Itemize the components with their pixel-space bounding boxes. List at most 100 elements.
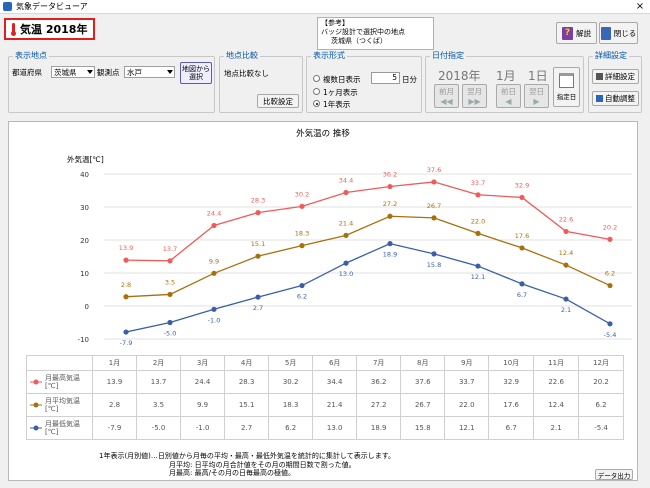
- footnote-line: 月平均: 日平均の月合計値をその月の期間日数で割った値。: [169, 460, 356, 469]
- calendar-icon: [559, 73, 574, 88]
- station-value: 水戸: [127, 68, 142, 77]
- data-label: 15.1: [251, 240, 265, 248]
- month-header: 4月: [224, 355, 270, 371]
- fast-forward-icon: ▶▶: [468, 97, 481, 106]
- location-group: 表示地点 都道府県 茨城県 観測点 水戸 地図から選択: [8, 51, 215, 113]
- month-header: 1月: [91, 355, 138, 371]
- date-month: 1月: [496, 69, 516, 83]
- table-cell: 6.2: [578, 393, 624, 417]
- data-point: [563, 262, 569, 268]
- y-tick-label: -10: [78, 336, 89, 344]
- chart-panel: 外気温の 推移 外気温[℃] 40 30 20 10 0 -10 13.9 13.7 24.4 2…: [8, 121, 638, 481]
- export-data-button[interactable]: データ出力: [595, 469, 633, 480]
- table-cell: 2.8: [91, 393, 138, 417]
- data-point: [167, 319, 173, 326]
- data-label: 2.1: [561, 306, 571, 314]
- data-label: 20.2: [603, 223, 617, 231]
- data-point: [343, 189, 349, 196]
- chevron-down-icon: [167, 70, 173, 74]
- table-header-row: 1月 2月 3月 4月 5月 6月 7月 8月 9月 10月 11月 12月: [26, 355, 624, 371]
- prev-month-button[interactable]: 前月 ◀◀: [434, 84, 459, 108]
- days-unit: 日分: [402, 75, 417, 84]
- data-point: [123, 329, 129, 335]
- compare-legend: 地点比較: [224, 51, 260, 61]
- table-row: 月最低気温[℃] -7.9 -5.0 -1.0 2.7 6.2 13.0 18.9 15.8 1…: [26, 416, 624, 440]
- table-row: 月最高気温[℃] 13.9 13.7 24.4 28.3 30.2 34.4 36.2 37.…: [26, 370, 624, 394]
- table-cell: 2.7: [224, 416, 270, 440]
- radio-one-month[interactable]: [313, 88, 320, 95]
- month-header: 7月: [356, 355, 402, 371]
- legend-min: 月最低気温[℃]: [45, 420, 80, 436]
- next-day-button[interactable]: 翌日 ▶: [524, 84, 549, 108]
- series-line: [125, 215, 611, 298]
- location-legend: 表示地点: [13, 51, 49, 61]
- station-select[interactable]: 水戸: [124, 66, 175, 78]
- prefecture-label: 都道府県: [12, 68, 42, 77]
- data-point: [211, 270, 217, 276]
- footnotes: 1年表示(月別値)…日別値から月毎の平均・最高・最低外気温を統計的に集計して表示…: [99, 452, 395, 478]
- data-point: [607, 321, 613, 327]
- data-point: [387, 183, 393, 190]
- detail-settings-button[interactable]: 詳細設定: [592, 69, 639, 84]
- radio-multi-day[interactable]: [313, 75, 320, 82]
- data-label: 22.6: [559, 215, 573, 223]
- prev-day-button[interactable]: 前日 ◀: [496, 84, 521, 108]
- temperature-line-chart: 40 30 20 10 0 -10 13.9 13.7 24.4 28.3 30.2 34.4 36.2…: [78, 166, 632, 347]
- data-point: [519, 194, 525, 201]
- month-header: 10月: [488, 355, 535, 371]
- table-cell: 13.9: [91, 370, 138, 394]
- row-label-max: 月最高気温[℃]: [26, 370, 93, 394]
- data-label: 6.7: [517, 291, 527, 299]
- series-line: [125, 181, 611, 262]
- data-label: -1.0: [208, 316, 221, 324]
- data-label: 33.7: [471, 179, 485, 187]
- data-point: [211, 222, 217, 229]
- pick-date-button[interactable]: 指定日: [553, 67, 580, 107]
- data-point: [387, 213, 393, 219]
- map-select-button[interactable]: 地図から選択: [180, 62, 212, 84]
- data-point: [475, 192, 481, 198]
- chevron-down-icon: [87, 70, 93, 74]
- table-cell: 21.4: [312, 393, 358, 417]
- data-label: 37.6: [427, 166, 441, 174]
- data-point: [431, 215, 437, 221]
- auto-adjust-label: 自動調整: [605, 94, 635, 103]
- close-button[interactable]: 閉じる: [599, 22, 638, 44]
- help-button[interactable]: ? 解説: [556, 22, 597, 44]
- next-month-button[interactable]: 翌月 ▶▶: [462, 84, 487, 108]
- table-cell: 36.2: [356, 370, 402, 394]
- prefecture-value: 茨城県: [54, 68, 77, 77]
- compare-settings-button[interactable]: 比較設定: [257, 94, 299, 108]
- data-label: -5.4: [604, 331, 617, 339]
- data-label: 12.4: [559, 249, 573, 257]
- table-cell: 6.7: [488, 416, 535, 440]
- footnote-line: 月最高: 最高/その月の日毎最高の極値。: [169, 469, 295, 477]
- thermometer-icon: [11, 22, 16, 36]
- pick-date-label: 指定日: [556, 93, 577, 101]
- radio-one-year[interactable]: [313, 100, 320, 107]
- chart-ylabel: 外気温[℃]: [67, 155, 104, 164]
- note-line: バッジ設計で選択中の地点: [321, 28, 405, 36]
- auto-adjust-button[interactable]: 自動調整: [592, 91, 639, 106]
- prefecture-select[interactable]: 茨城県: [51, 66, 95, 78]
- data-label: 13.0: [339, 270, 353, 278]
- date-legend: 日付指定: [430, 51, 466, 61]
- legend-max: 月最高気温[℃]: [45, 374, 80, 390]
- data-point: [211, 306, 217, 312]
- radio-one-month-label: 1ヶ月表示: [323, 88, 358, 97]
- data-label: 2.8: [121, 281, 131, 289]
- table-cell: 26.7: [400, 393, 446, 417]
- table-cell: 15.1: [224, 393, 270, 417]
- window-close-button[interactable]: ×: [635, 1, 645, 12]
- format-group: 表示形式 複数日表示 5 日分 1ヶ月表示 1年表示: [306, 51, 422, 113]
- next-day-label: 翌日: [529, 87, 544, 96]
- table-cell: 6.2: [268, 416, 314, 440]
- days-input[interactable]: 5: [371, 72, 400, 84]
- table-cell: 18.9: [356, 416, 402, 440]
- row-label-avg: 月平均気温[℃]: [26, 393, 93, 417]
- y-tick-label: 20: [80, 237, 89, 245]
- reference-note: 【参考】 バッジ設計で選択中の地点 茨城県（つくば）: [317, 17, 434, 50]
- date-group: 日付指定 2018年 1月 1日 前月 ◀◀ 翌月 ▶▶ 前日 ◀ 翌日 ▶ 指定日: [425, 51, 584, 113]
- table-corner: [26, 355, 93, 371]
- table-cell: -7.9: [91, 416, 138, 440]
